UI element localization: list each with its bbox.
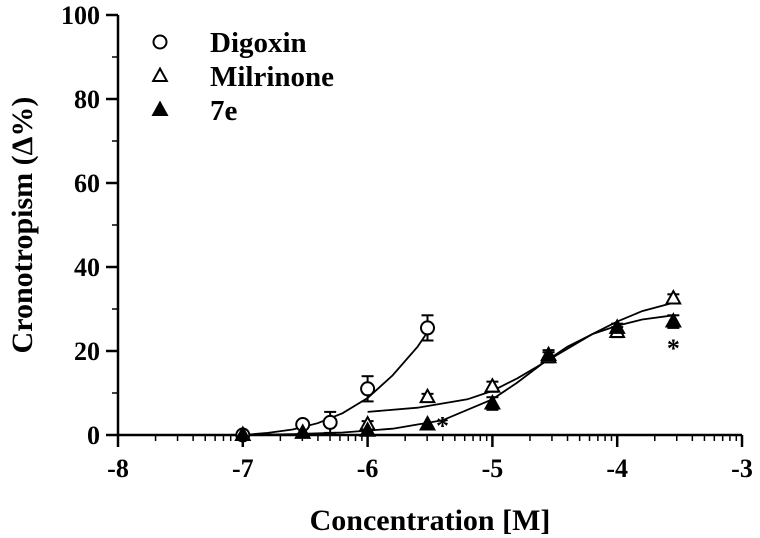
- legend-label-milrinone: Milrinone: [210, 61, 334, 93]
- point-milrinone: [418, 387, 437, 404]
- y-tick-label: 80: [74, 85, 100, 114]
- point-digoxin: [420, 320, 436, 336]
- legend-label-7e: 7e: [210, 95, 238, 127]
- x-tick-label: -3: [731, 454, 753, 483]
- data-points: **: [234, 289, 682, 443]
- y-tick-label: 0: [87, 421, 100, 450]
- y-tick-label: 100: [61, 1, 100, 30]
- y-tick-label: 60: [74, 169, 100, 198]
- fit-curve-milrinone: [367, 301, 674, 413]
- point-7e: [418, 415, 437, 431]
- fit-curves: [242, 301, 674, 436]
- point-digoxin: [360, 381, 376, 397]
- point-7e: [664, 312, 682, 328]
- point-7e: [234, 425, 252, 441]
- x-tick-label: -4: [606, 454, 628, 483]
- fit-curve-digoxin: [242, 331, 429, 436]
- x-axis-title: Concentration [M]: [310, 504, 551, 537]
- fit-curve-7e: [242, 314, 674, 436]
- x-tick-label: -6: [357, 454, 379, 483]
- y-tick-label: 20: [74, 337, 100, 366]
- point-milrinone: [483, 377, 501, 393]
- axes: -8 -7 -6 -5 -4 -3 0 20 40 60 80 100: [61, 1, 753, 483]
- legend-marker-digoxin: [152, 34, 168, 50]
- point-7e: [608, 318, 626, 334]
- x-tick-label: -7: [232, 454, 254, 483]
- point-milrinone: [664, 289, 682, 305]
- x-tick-label: -5: [482, 454, 504, 483]
- point-7e: [359, 421, 377, 437]
- y-tick-label: 40: [74, 253, 100, 282]
- legend-marker-milrinone: [151, 66, 169, 82]
- point-7e: [294, 423, 312, 439]
- point-7e: [483, 394, 501, 410]
- y-axis-title: Cronotropism (Δ%): [6, 97, 39, 354]
- significance-asterisk: *: [667, 334, 680, 363]
- legend-marker-7e: [151, 100, 169, 116]
- x-tick-label: -8: [107, 454, 129, 483]
- legend-label-digoxin: Digoxin: [210, 27, 307, 59]
- point-digoxin: [322, 414, 338, 430]
- significance-asterisk: *: [436, 412, 449, 441]
- point-7e: [540, 345, 558, 362]
